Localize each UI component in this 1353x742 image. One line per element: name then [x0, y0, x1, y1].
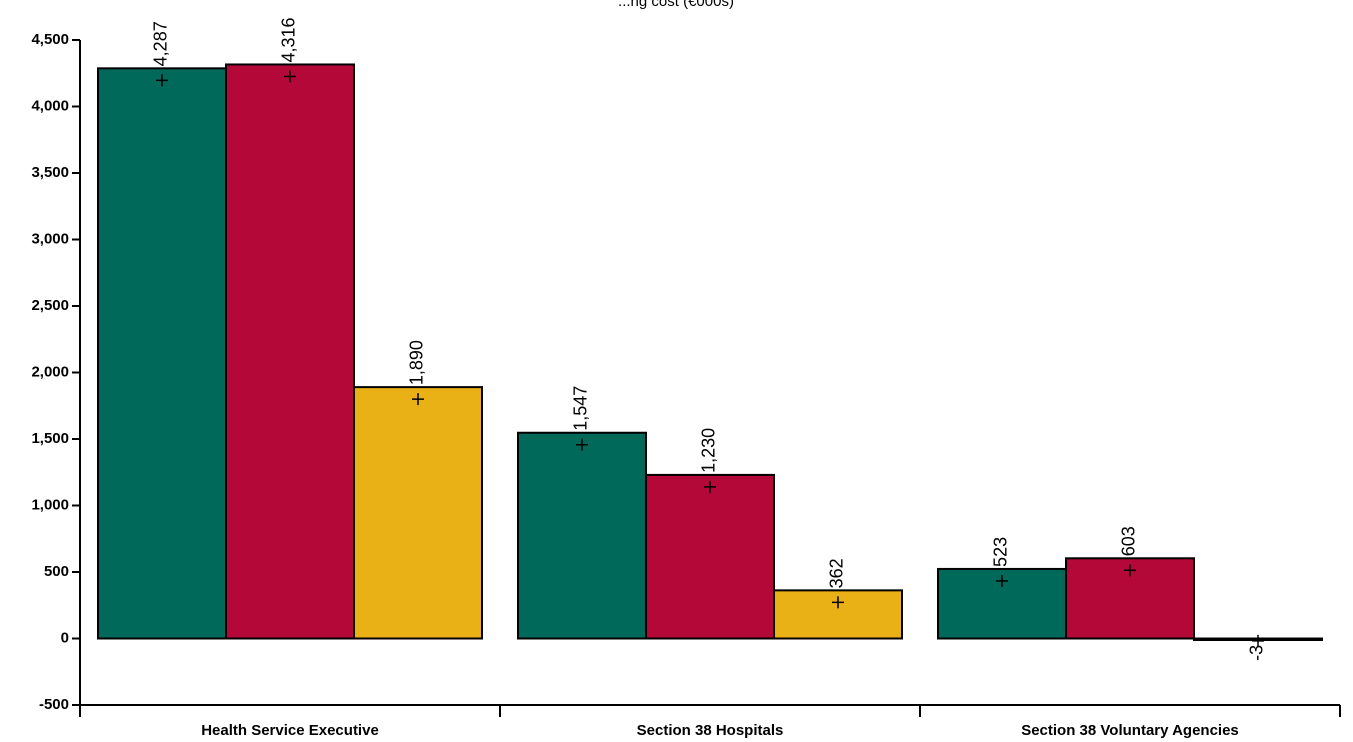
- data-label: 4,287: [151, 21, 171, 66]
- y-tick-label: 0: [61, 629, 69, 646]
- bar: [645, 473, 775, 640]
- chart-title: ...ng cost (€000s): [618, 0, 734, 10]
- y-tick-label: 2,000: [31, 363, 69, 380]
- bar: [97, 67, 227, 640]
- data-label: 1,890: [407, 340, 427, 385]
- y-tick-label: 1,500: [31, 430, 69, 447]
- data-label: 1,230: [699, 428, 719, 473]
- y-tick-label: 3,000: [31, 230, 69, 247]
- y-tick-label: 500: [44, 563, 69, 580]
- x-tick-label: Section 38 Hospitals: [637, 722, 784, 739]
- data-label: 4,316: [279, 17, 299, 62]
- data-label: -3: [1247, 645, 1267, 661]
- y-tick-label: 4,500: [31, 31, 69, 48]
- y-tick-label: 2,500: [31, 297, 69, 314]
- x-axis: Health Service Executive Section 38 Hospi…: [79, 704, 1341, 739]
- data-label: 523: [991, 537, 1011, 567]
- y-tick-label: 3,500: [31, 164, 69, 181]
- y-tick-label: 1,000: [31, 496, 69, 513]
- data-labels: 4,287 4,316 1,890 1,547 1,230 362 523 603 -3: [151, 17, 1267, 660]
- y-axis: -500 0 500 1,000 1,500 2,000 2,500 3,000 3,500 4,…: [31, 31, 81, 713]
- data-label: 1,547: [571, 386, 591, 431]
- bar: [353, 386, 483, 640]
- bars: [97, 63, 1323, 647]
- x-tick-label: Section 38 Voluntary Agencies: [1021, 722, 1239, 739]
- data-label: 362: [827, 558, 847, 588]
- y-tick-label: -500: [39, 696, 69, 713]
- data-label: 603: [1119, 526, 1139, 556]
- y-tick-label: 4,000: [31, 97, 69, 114]
- x-tick-label: Health Service Executive: [201, 722, 379, 739]
- bar: [225, 63, 355, 640]
- bar: [517, 431, 647, 640]
